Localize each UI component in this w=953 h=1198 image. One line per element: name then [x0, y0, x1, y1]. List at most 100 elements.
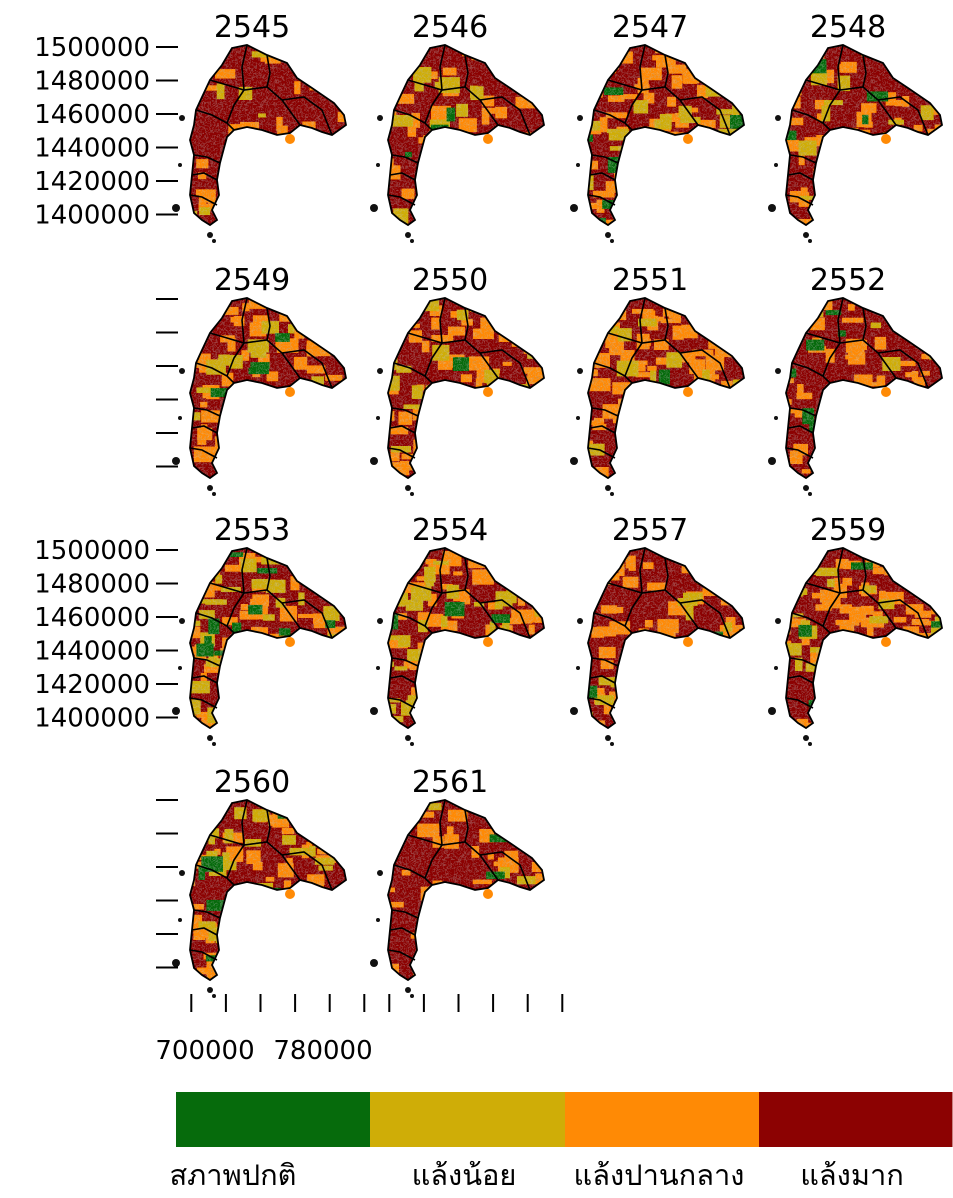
pixel-patch-moderate: [480, 668, 498, 681]
pixel-patch-moderate: [331, 697, 346, 711]
pixel-patch-moderate: [242, 941, 261, 946]
map-panel-2549: 2549: [172, 263, 347, 496]
pixel-patch-moderate: [868, 400, 882, 414]
district-boundary: [193, 407, 221, 417]
island: [207, 485, 213, 491]
pixel-patch-moderate: [695, 172, 704, 183]
pixel-patch-moderate: [449, 435, 471, 447]
district-boundary: [789, 407, 817, 417]
district-boundary: [479, 599, 531, 639]
pixel-patch-mild: [416, 693, 433, 704]
island: [881, 387, 891, 397]
pixel-patch-moderate: [664, 432, 679, 443]
pixel-patch-moderate: [674, 443, 682, 452]
pixel-patch-moderate: [825, 641, 847, 655]
pixel-patch-moderate: [308, 303, 324, 314]
province-outline: [387, 547, 545, 730]
pixel-patch-moderate: [846, 704, 862, 720]
pixel-patch-moderate: [786, 588, 800, 600]
pixel-patch-moderate: [656, 416, 663, 421]
island: [610, 742, 614, 746]
x-tick-label: 700000: [155, 1036, 254, 1066]
pixel-patch-moderate: [335, 438, 346, 447]
pixel-patch-moderate: [268, 954, 279, 960]
pixel-patch-moderate: [519, 459, 535, 465]
pixel-patch-mild: [933, 80, 942, 87]
island: [570, 457, 578, 465]
pixel-patch-moderate: [443, 924, 459, 930]
map-panel-2554: 2554: [370, 513, 545, 746]
pixel-patch-mild: [250, 677, 258, 689]
pixel-patch-moderate: [500, 683, 511, 688]
pixel-patch-moderate: [485, 661, 495, 673]
district-boundary: [266, 54, 271, 88]
district-boundary: [862, 557, 867, 591]
pixel-patch-mild: [925, 658, 936, 672]
pixel-patch-normal: [195, 310, 202, 318]
texture: [588, 298, 744, 478]
pixel-patch-normal: [532, 642, 539, 656]
pixel-patch-mild: [388, 312, 395, 326]
pixel-patch-moderate: [884, 207, 894, 216]
legend-label-severe: แล้งมาก: [800, 1158, 904, 1192]
pixel-patch-moderate: [625, 173, 636, 184]
pixel-patch-mild: [636, 180, 646, 196]
pixel-patch-moderate: [715, 200, 731, 206]
district-boundary: [407, 79, 499, 126]
pixel-patch-moderate: [235, 463, 254, 472]
pixel-patch-moderate: [502, 807, 517, 819]
pixel-patch-mild: [261, 459, 275, 467]
pixel-patch-normal: [388, 74, 394, 90]
district-boundary: [393, 864, 433, 886]
texture: [190, 298, 346, 478]
district-boundary: [407, 834, 499, 881]
panel-title: 2547: [612, 10, 688, 45]
pixel-patch-mild: [191, 719, 199, 728]
pixel-patch-moderate: [619, 185, 631, 191]
pixel-patch-moderate: [243, 883, 250, 895]
district-boundary: [593, 362, 633, 384]
pixel-patch-moderate: [627, 649, 639, 656]
pixel-patch-moderate: [639, 651, 650, 660]
pixel-patch-moderate: [492, 443, 502, 449]
pixel-patch-moderate: [493, 56, 505, 66]
pixel-patch-moderate: [417, 214, 426, 220]
pixel-patch-moderate: [588, 327, 600, 337]
y-tick-label: 1500000: [34, 33, 150, 63]
pixel-patch-moderate: [190, 717, 197, 722]
pixel-patch-moderate: [649, 464, 668, 474]
legend-label-moderate: แล้งปานกลาง: [573, 1158, 745, 1192]
pixel-patch-moderate: [858, 385, 869, 401]
district-boundary: [189, 447, 218, 459]
pixel-patch-moderate: [260, 190, 271, 196]
pixel-patch-moderate: [520, 668, 536, 679]
map-panel-2550: 2550: [370, 263, 545, 496]
pixel-patch-moderate: [728, 214, 744, 225]
panel-title: 2552: [810, 263, 886, 298]
district-boundary: [191, 927, 218, 936]
pixel-patch-moderate: [737, 396, 744, 403]
pixel-patch-moderate: [435, 706, 443, 715]
pixel-patch-mild: [190, 722, 200, 728]
pixel-patch-moderate: [506, 52, 525, 66]
pixel-patch-moderate: [925, 211, 935, 225]
pixel-patch-moderate: [921, 434, 942, 448]
pixel-patch-moderate: [506, 697, 522, 703]
pixel-patch-mild: [668, 174, 690, 181]
pixel-patch-mild: [625, 461, 644, 467]
pixel-patch-moderate: [935, 207, 942, 216]
pixel-patch-mild: [527, 424, 539, 439]
province-outline: [785, 44, 943, 227]
province-outline: [587, 297, 745, 480]
island: [881, 134, 891, 144]
pixel-patch-moderate: [233, 719, 253, 728]
district-boundary: [387, 194, 416, 206]
island: [808, 492, 812, 496]
pixel-patch-moderate: [532, 134, 544, 149]
island: [285, 387, 295, 397]
pixel-patch-moderate: [241, 958, 258, 965]
drought-raster: [388, 298, 544, 478]
island: [405, 987, 411, 993]
pixel-patch-moderate: [244, 720, 266, 728]
island: [576, 416, 580, 420]
